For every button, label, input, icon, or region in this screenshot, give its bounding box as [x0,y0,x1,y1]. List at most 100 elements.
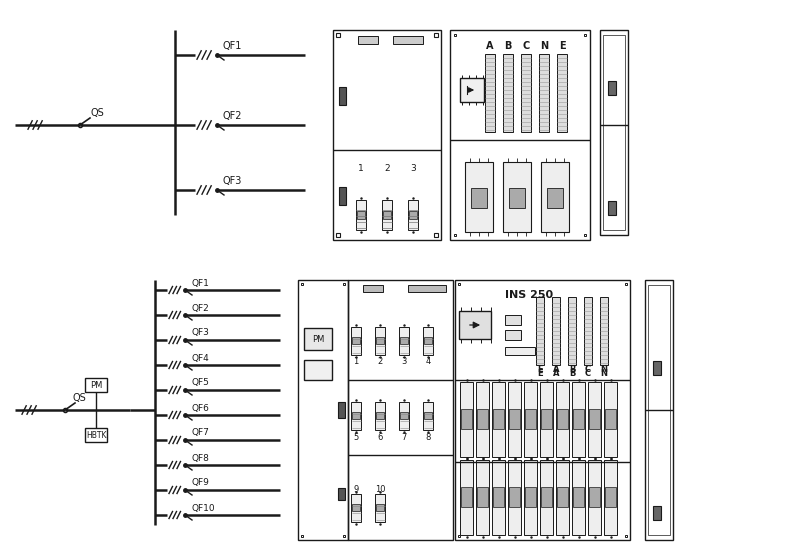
Text: QF10: QF10 [191,504,214,512]
Text: C: C [522,41,530,51]
Bar [509,409,520,428]
Text: QF5: QF5 [191,378,209,387]
Text: 9: 9 [354,486,358,494]
Bar [356,200,366,230]
Bar [460,382,473,457]
Text: QF6: QF6 [191,403,209,413]
Bar [589,487,600,506]
Text: QS: QS [90,108,104,118]
Text: QF4: QF4 [191,354,209,362]
Bar [524,382,537,457]
Bar [556,382,569,457]
Text: B: B [569,370,575,378]
Bar [476,382,489,457]
Bar [460,78,484,102]
Text: QF1: QF1 [191,278,209,288]
Bar [376,504,384,511]
Bar [400,337,408,344]
Bar [557,487,568,506]
Bar [608,81,616,95]
Text: B: B [504,41,512,51]
Bar [588,460,601,535]
Bar [352,337,360,344]
Bar [352,412,360,419]
Bar [509,487,520,506]
Bar [351,402,361,430]
Bar [552,297,560,365]
Bar [393,36,423,44]
Bar [648,285,670,535]
Bar [399,327,409,355]
Bar [493,409,504,428]
Bar [375,327,385,355]
Bar [603,35,625,230]
Bar [573,487,584,506]
Text: 3: 3 [402,358,406,366]
Bar [352,504,360,511]
Text: PM: PM [312,335,324,343]
Bar [423,402,433,430]
Bar [85,428,107,442]
Bar [459,311,491,339]
Bar [399,402,409,430]
Bar [339,187,346,205]
Bar [85,378,107,392]
Bar [556,460,569,535]
Bar [525,487,536,506]
Text: E: E [537,370,543,378]
Bar [358,36,378,44]
Bar [351,494,361,522]
Text: 1: 1 [358,164,364,173]
Bar [477,409,488,428]
Bar [455,280,630,540]
Text: C: C [585,366,591,374]
Bar [509,188,526,208]
Bar [492,460,505,535]
Text: B: B [569,366,575,374]
Bar [645,280,673,540]
Text: E: E [558,41,566,51]
Bar [653,506,661,520]
Text: A: A [553,366,559,374]
Bar [304,360,332,380]
Bar [539,54,549,132]
Text: A: A [553,370,559,378]
Bar [600,297,608,365]
Bar [408,200,418,230]
Bar [546,188,563,208]
Bar [540,460,553,535]
Bar [572,382,585,457]
Bar [493,487,504,506]
Bar [348,280,453,540]
Bar [540,382,553,457]
Bar [357,211,365,219]
Bar [400,412,408,419]
Text: QF9: QF9 [191,479,209,487]
Bar [505,347,535,355]
Text: 5: 5 [354,433,358,441]
Bar [363,285,383,292]
Bar [460,460,473,535]
Bar [653,361,661,375]
Text: 2: 2 [378,358,382,366]
Bar [605,487,616,506]
Bar [338,488,345,500]
Bar [424,337,432,344]
Bar [382,200,392,230]
Text: 6: 6 [378,433,382,441]
Bar [589,409,600,428]
Bar [461,487,472,506]
Bar [485,54,495,132]
Bar [450,30,590,240]
Bar [588,382,601,457]
Bar [375,402,385,430]
Bar [508,382,521,457]
Bar [541,409,552,428]
Bar [541,162,569,232]
Bar [557,54,567,132]
Bar [524,460,537,535]
Text: E: E [537,366,543,374]
Text: QF3: QF3 [222,176,242,186]
Bar [605,409,616,428]
Bar [375,494,385,522]
